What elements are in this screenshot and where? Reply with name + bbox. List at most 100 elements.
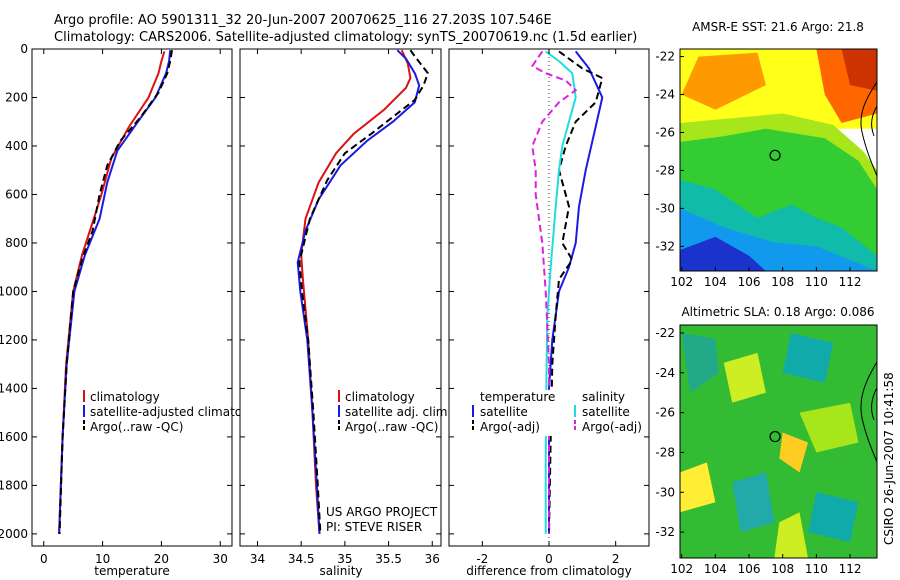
salinity-xlabel: salinity xyxy=(319,564,362,578)
sst-map-field xyxy=(680,49,877,271)
y-tick-label: 1000 xyxy=(0,284,28,298)
difference-argo-adj-salinity-line xyxy=(530,50,578,534)
pi-annotation: PI: STEVE RISER xyxy=(326,520,422,534)
argo-float-marker xyxy=(769,149,781,161)
difference-argo-adj-temperature-line xyxy=(548,50,604,534)
sla-map-axes: 102 104 106 108 110 112 -22 -24 -26 -28 -30 -32 xyxy=(655,326,861,576)
y-tick-label: 1800 xyxy=(0,478,28,492)
salinity-series-lines xyxy=(296,49,430,534)
difference-axes: -2 0 2 xyxy=(449,48,649,566)
sla-map-panel: Altimetric SLA: 0.18 Argo: 0.086 102 104 1… xyxy=(655,305,878,576)
color-field-region xyxy=(681,333,719,393)
x-tick-label: 104 xyxy=(704,275,727,289)
header-line-2: Climatology: CARS2006. Satellite-adjuste… xyxy=(54,30,637,45)
x-tick-label: 110 xyxy=(805,275,828,289)
y-tick-label: -24 xyxy=(655,366,675,380)
temperature-satellite-adjusted-climatolog-line xyxy=(58,50,172,534)
temperature-panel: 0 10 20 30 0 200 400 600 800 1000 1200 1400 1600 1800… xyxy=(0,42,260,578)
y-tick-label: 1400 xyxy=(0,381,28,395)
difference-legend: temperature salinity satellite Argo(-adj… xyxy=(468,390,646,436)
x-tick-label: 34.5 xyxy=(288,552,315,566)
argo-float-marker xyxy=(769,430,781,443)
legend-title-temperature: temperature xyxy=(480,390,555,404)
y-tick-label: -24 xyxy=(655,88,675,102)
legend-label-temp-satellite: satellite xyxy=(480,405,528,419)
legend-label-argo: Argo(..raw -QC) xyxy=(345,420,438,434)
x-tick-label: 2 xyxy=(612,552,620,566)
x-tick-label: 35.5 xyxy=(375,552,402,566)
legend-label-climatology: climatology xyxy=(345,390,415,404)
legend-label-temp-argo: Argo(-adj) xyxy=(480,420,540,434)
salinity-plot-frame xyxy=(239,48,442,547)
y-tick-label: 400 xyxy=(5,139,28,153)
coastline-contour xyxy=(860,81,877,177)
legend-label-sal-argo: Argo(-adj) xyxy=(582,420,642,434)
salinity-legend: climatology satellite adj. clim. Argo(..… xyxy=(338,390,451,434)
x-tick-label: -2 xyxy=(476,552,488,566)
y-tick-label: -22 xyxy=(655,50,675,64)
x-tick-label: 102 xyxy=(670,562,693,576)
x-tick-label: 112 xyxy=(839,562,862,576)
color-field-region xyxy=(680,236,766,271)
temperature-plot-frame xyxy=(31,48,233,547)
temperature-series-lines xyxy=(58,50,173,534)
y-tick-label: -22 xyxy=(655,326,675,340)
sst-map-panel: AMSR-E SST: 21.6 Argo: 21.8 102 104 106 108… xyxy=(655,20,878,289)
difference-panel: -2 0 2 difference from climatology tempera… xyxy=(448,48,650,578)
sla-map-coastline xyxy=(860,361,877,463)
salinity-argo-raw-qc-line xyxy=(298,49,430,534)
color-field-region xyxy=(779,432,808,473)
y-tick-label: -28 xyxy=(655,163,675,177)
sla-map-field xyxy=(680,325,877,558)
x-tick-label: 106 xyxy=(738,275,761,289)
difference-series-lines xyxy=(530,49,604,546)
sst-map-coastline xyxy=(860,81,877,177)
salinity-panel: 34 34.5 35 35.5 36 salinity climatology sate… xyxy=(239,48,451,578)
color-field-region xyxy=(681,52,766,110)
x-tick-label: 106 xyxy=(738,562,761,576)
x-tick-label: 0 xyxy=(545,552,553,566)
y-tick-label: -26 xyxy=(655,125,675,139)
x-tick-label: 108 xyxy=(771,562,794,576)
temperature-axes: 0 10 20 30 0 200 400 600 800 1000 1200 1400 1600 1800… xyxy=(0,42,232,566)
color-field-region xyxy=(782,333,834,383)
color-field-region xyxy=(680,462,716,513)
x-tick-label: 112 xyxy=(839,275,862,289)
legend-label-satellite-adj: satellite adj. clim. xyxy=(345,405,451,419)
legend-label-climatology: climatology xyxy=(90,390,160,404)
legend-label-sal-satellite: satellite xyxy=(582,405,630,419)
csiro-timestamp-label: CSIRO 26-Jun-2007 10:41:58 xyxy=(882,372,896,545)
salinity-axes: 34 34.5 35 35.5 36 xyxy=(240,48,441,566)
x-tick-label: 110 xyxy=(805,562,828,576)
x-tick-label: 0 xyxy=(40,552,48,566)
x-tick-label: 30 xyxy=(213,552,228,566)
y-tick-label: 0 xyxy=(20,42,28,56)
y-tick-label: 2000 xyxy=(0,527,28,541)
x-tick-label: 20 xyxy=(154,552,169,566)
y-tick-label: 1600 xyxy=(0,430,28,444)
legend-title-salinity: salinity xyxy=(582,390,625,404)
color-field-region xyxy=(841,49,877,91)
y-tick-label: -32 xyxy=(655,239,675,253)
color-field-region xyxy=(723,352,766,403)
y-tick-label: 200 xyxy=(5,90,28,104)
y-tick-label: -32 xyxy=(655,525,675,539)
sst-map-axes: 102 104 106 108 110 112 -22 -24 -26 -28 -30 -32 xyxy=(655,50,861,289)
x-tick-label: 102 xyxy=(670,275,693,289)
color-field-region xyxy=(808,492,859,543)
color-field-region xyxy=(799,402,859,453)
legend-label-satellite-adjusted: satellite-adjusted climatolog xyxy=(90,405,260,419)
difference-satellite-temperature-line xyxy=(548,50,604,534)
color-field-region xyxy=(732,472,775,533)
y-tick-label: -26 xyxy=(655,406,675,420)
sst-map-frame xyxy=(679,48,878,272)
legend-label-argo: Argo(..raw -QC) xyxy=(90,420,183,434)
sst-map-title: AMSR-E SST: 21.6 Argo: 21.8 xyxy=(692,20,864,34)
sla-map-frame xyxy=(679,324,878,559)
x-tick-label: 108 xyxy=(771,275,794,289)
difference-satellite-salinity-line xyxy=(544,50,577,534)
y-tick-label: -30 xyxy=(655,485,675,499)
difference-xlabel: difference from climatology xyxy=(466,564,632,578)
x-tick-label: 104 xyxy=(704,562,727,576)
